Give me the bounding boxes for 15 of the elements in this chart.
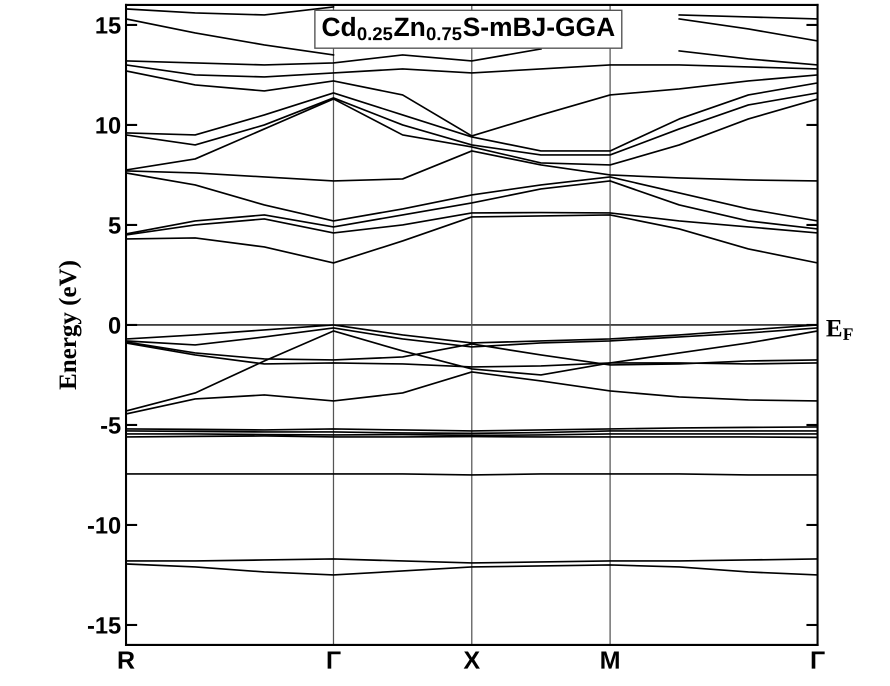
- y-tick-label: 15: [96, 17, 121, 34]
- x-tick-label: Γ: [328, 651, 341, 669]
- y-axis-title: Energy (eV): [58, 261, 82, 390]
- y-tick-label: 5: [108, 217, 121, 234]
- ref-line-label: E$_{F}$: [826, 320, 853, 340]
- y-tick-label: -10: [88, 517, 120, 534]
- y-tick-label: -15: [88, 617, 121, 634]
- x-tick-label: X: [464, 651, 480, 669]
- annotation: Cd$_{0.25}$Zn$_{0.75}$S-mBJ-GGA: [322, 16, 614, 40]
- y-tick-label: 0: [108, 317, 120, 334]
- x-tick-label: R: [118, 651, 135, 669]
- x-tick-label: Γ: [812, 651, 825, 669]
- y-tick-label: -5: [101, 417, 121, 434]
- y-tick-label: 10: [96, 117, 120, 134]
- x-tick-label: M: [601, 651, 619, 669]
